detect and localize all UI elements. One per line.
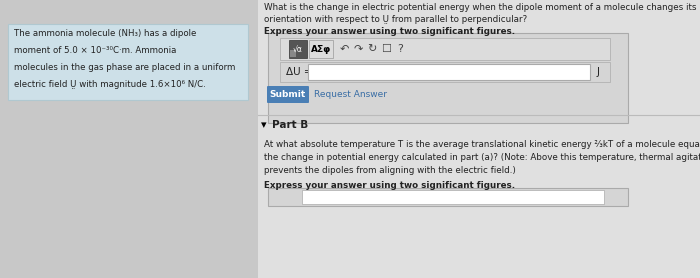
Text: √α: √α: [293, 44, 303, 53]
Text: the change in potential energy calculated in part (a)? (Note: Above this tempera: the change in potential energy calculate…: [264, 153, 700, 162]
Text: orientation with respect to Ṳ from parallel to perpendicular?: orientation with respect to Ṳ from paral…: [264, 15, 527, 24]
Text: ☐: ☐: [381, 44, 391, 54]
Bar: [8, 24, 248, 100]
Text: moment of 5.0 × 10⁻³⁰C·m. Ammonia: moment of 5.0 × 10⁻³⁰C·m. Ammonia: [14, 46, 176, 55]
Text: ↷: ↷: [354, 44, 363, 54]
Bar: [280, 62, 610, 82]
Text: molecules in the gas phase are placed in a uniform: molecules in the gas phase are placed in…: [14, 63, 235, 72]
Text: Express your answer using two significant figures.: Express your answer using two significan…: [264, 181, 515, 190]
Bar: [289, 40, 307, 58]
Text: ↻: ↻: [368, 44, 377, 54]
Bar: [290, 50, 296, 57]
Text: The ammonia molecule (NH₃) has a dipole: The ammonia molecule (NH₃) has a dipole: [14, 29, 197, 38]
Text: AΣφ: AΣφ: [311, 44, 331, 53]
Text: ΔU =: ΔU =: [286, 67, 313, 77]
Text: Request Answer: Request Answer: [314, 90, 387, 99]
Bar: [258, 0, 700, 278]
Text: ▾: ▾: [261, 120, 267, 130]
Text: Submit: Submit: [270, 90, 306, 99]
Text: At what absolute temperature T is the average translational kinetic energy ⅔kT o: At what absolute temperature T is the av…: [264, 140, 700, 149]
Text: What is the change in electric potential energy when the dipole moment of a mole: What is the change in electric potential…: [264, 3, 696, 12]
Text: Part B: Part B: [272, 120, 308, 130]
Text: prevents the dipoles from aligning with the electric field.): prevents the dipoles from aligning with …: [264, 166, 516, 175]
Bar: [280, 38, 610, 60]
FancyBboxPatch shape: [267, 86, 309, 103]
Bar: [308, 64, 590, 80]
Bar: [268, 188, 628, 206]
Text: electric field Ṳ with magnitude 1.6×10⁶ N/C.: electric field Ṳ with magnitude 1.6×10⁶ …: [14, 80, 206, 89]
Text: ?: ?: [397, 44, 403, 54]
Text: J: J: [597, 67, 600, 77]
Bar: [309, 40, 333, 58]
Bar: [302, 190, 604, 204]
Text: Express your answer using two significant figures.: Express your answer using two significan…: [264, 27, 515, 36]
Text: ↶: ↶: [340, 44, 349, 54]
Bar: [268, 33, 628, 123]
